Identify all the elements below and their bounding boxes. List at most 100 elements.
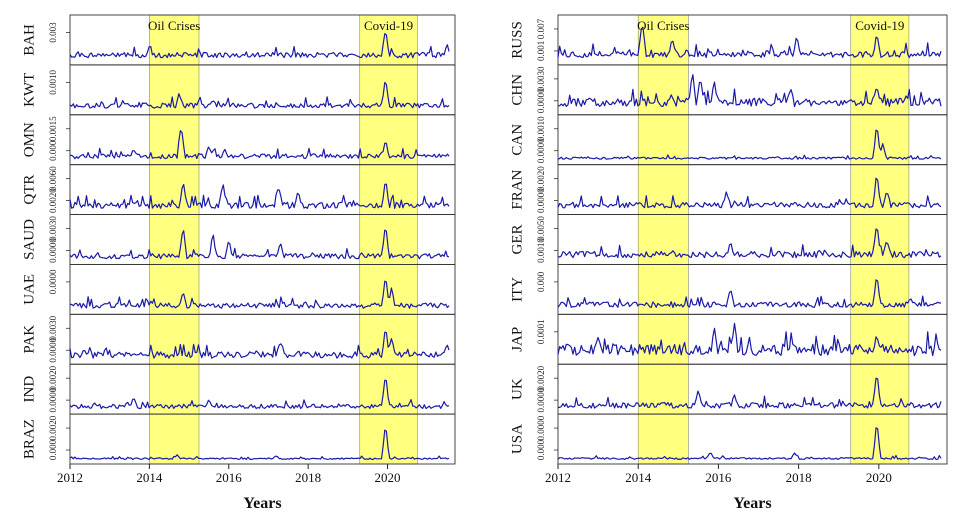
panel-label-fran: FRAN bbox=[509, 169, 525, 209]
series-line-ity bbox=[557, 279, 942, 309]
y-tick-label: 0.000 bbox=[48, 439, 58, 460]
series-line-chn bbox=[557, 74, 942, 108]
y-tick-label: 0.000 bbox=[536, 271, 546, 292]
x-tick-label: 2020 bbox=[375, 470, 401, 485]
series-line-pak bbox=[69, 331, 450, 359]
panel-label-ity: ITY bbox=[509, 277, 525, 302]
y-tick-label: 0.003 bbox=[48, 22, 58, 43]
panel-label-can: CAN bbox=[509, 124, 525, 156]
annotation-covid-19: Covid-19 bbox=[855, 18, 904, 33]
series-line-kwt bbox=[69, 81, 450, 109]
y-tick-label: 0.0015 bbox=[48, 116, 58, 141]
y-tick-label: 0.007 bbox=[536, 18, 546, 39]
series-line-russ bbox=[557, 26, 942, 59]
panel-label-ger: GER bbox=[509, 225, 525, 255]
panel-braz: BRAZ 0.0000.0020 bbox=[21, 413, 456, 465]
panel-label-saud: SAUD bbox=[21, 219, 37, 260]
panel-usa: USA 0.0000.0000 bbox=[509, 413, 948, 465]
y-tick-label: 0.0020 bbox=[536, 166, 546, 191]
series-line-usa bbox=[557, 427, 942, 460]
y-tick-label: 0.0000 bbox=[48, 387, 58, 412]
x-tick-label: 2012 bbox=[545, 470, 571, 485]
series-line-fran bbox=[557, 177, 942, 209]
panel-frame bbox=[557, 413, 948, 465]
y-tick-label: 0.0000 bbox=[48, 337, 58, 362]
y-tick-label: 0.0000 bbox=[48, 269, 58, 294]
y-tick-label: 0.0020 bbox=[536, 365, 546, 390]
panel-frame bbox=[69, 413, 456, 465]
y-tick-label: 0.001 bbox=[536, 41, 546, 61]
y-tick-label: 0.0000 bbox=[536, 138, 546, 163]
annotation-oil-crises: Oil Crises bbox=[637, 18, 689, 33]
y-tick-label: 0.0030 bbox=[48, 315, 58, 340]
y-tick-label: 0.0000 bbox=[536, 415, 546, 440]
shaded-period-covid-19 bbox=[359, 14, 418, 465]
x-tick-label: 2016 bbox=[705, 470, 732, 485]
y-tick-label: 0.0050 bbox=[536, 216, 546, 241]
x-tick-label: 2012 bbox=[57, 470, 83, 485]
y-tick-label: 0.0030 bbox=[536, 66, 546, 91]
y-tick-label: 0.0020 bbox=[48, 415, 58, 440]
y-tick-label: 0.0000 bbox=[536, 387, 546, 412]
panel-label-uk: UK bbox=[509, 378, 525, 400]
y-tick-label: 0.0060 bbox=[48, 166, 58, 191]
series-line-saud bbox=[69, 229, 450, 260]
panel-uae: UAE 0.0000 bbox=[21, 263, 456, 315]
y-tick-label: 0.000 bbox=[48, 140, 58, 161]
shaded-period-oil-crises bbox=[637, 14, 689, 465]
panel-label-jap: JAP bbox=[509, 327, 525, 352]
x-tick-label: 2018 bbox=[295, 470, 321, 485]
y-tick-label: 0.0010 bbox=[536, 238, 546, 263]
series-line-ind bbox=[69, 379, 450, 410]
panel-label-kwt: KWT bbox=[21, 73, 37, 107]
panel-russ: RUSS 0.001 0.007 bbox=[509, 14, 948, 66]
panel-label-usa: USA bbox=[509, 424, 525, 454]
x-tick-label: 2016 bbox=[216, 470, 243, 485]
panel-label-chn: CHN bbox=[509, 74, 525, 106]
annotation-oil-crises: Oil Crises bbox=[148, 18, 200, 33]
y-tick-label: 0.0000 bbox=[536, 88, 546, 113]
panel-label-bah: BAH bbox=[21, 24, 37, 56]
y-tick-label: 0.000 bbox=[536, 439, 546, 460]
panel-label-uae: UAE bbox=[21, 274, 37, 305]
x-tick-label: 2014 bbox=[136, 470, 163, 485]
chart-right: Oil Crises Covid-19 RUSS 0.001 0.007 CHN 0.000… bbox=[509, 14, 948, 512]
series-line-qtr bbox=[69, 183, 450, 209]
y-tick-label: 0.0030 bbox=[48, 216, 58, 241]
panel-kwt: KWT 0.0010 bbox=[21, 64, 456, 116]
y-tick-label: 0.0010 bbox=[536, 116, 546, 141]
series-line-ger bbox=[557, 228, 942, 259]
panel-label-qtr: QTR bbox=[21, 175, 37, 205]
series-line-bah bbox=[69, 33, 450, 59]
x-tick-label: 2020 bbox=[866, 470, 892, 485]
panel-label-braz: BRAZ bbox=[21, 419, 37, 459]
y-tick-label: 0.0000 bbox=[536, 188, 546, 213]
series-line-uae bbox=[69, 280, 450, 309]
y-tick-label: 0.0020 bbox=[48, 188, 58, 213]
y-tick-label: 0.0020 bbox=[48, 365, 58, 390]
annotation-covid-19: Covid-19 bbox=[364, 18, 413, 33]
x-tick-label: 2014 bbox=[625, 470, 652, 485]
panel-label-russ: RUSS bbox=[509, 21, 525, 59]
panel-label-pak: PAK bbox=[21, 325, 37, 354]
series-line-uk bbox=[558, 377, 942, 409]
series-line-braz bbox=[69, 429, 450, 461]
panel-label-omn: OMN bbox=[21, 122, 37, 157]
x-axis-label: Years bbox=[733, 495, 771, 512]
shaded-period-covid-19 bbox=[850, 14, 910, 465]
y-tick-label: 0.0010 bbox=[48, 69, 58, 94]
shaded-period-oil-crises bbox=[149, 14, 200, 465]
chart-left: Oil Crises Covid-19 BAH 0.003 KWT 0.0010 OMN 0.… bbox=[21, 14, 456, 512]
series-line-omn bbox=[69, 130, 450, 160]
panel-label-ind: IND bbox=[21, 376, 37, 403]
series-line-can bbox=[557, 129, 942, 160]
series-line-jap bbox=[557, 322, 942, 357]
y-tick-label: 0.0000 bbox=[48, 238, 58, 263]
x-axis-label: Years bbox=[243, 495, 281, 512]
x-tick-label: 2018 bbox=[786, 470, 812, 485]
y-tick-label: 0.0001 bbox=[536, 319, 546, 344]
